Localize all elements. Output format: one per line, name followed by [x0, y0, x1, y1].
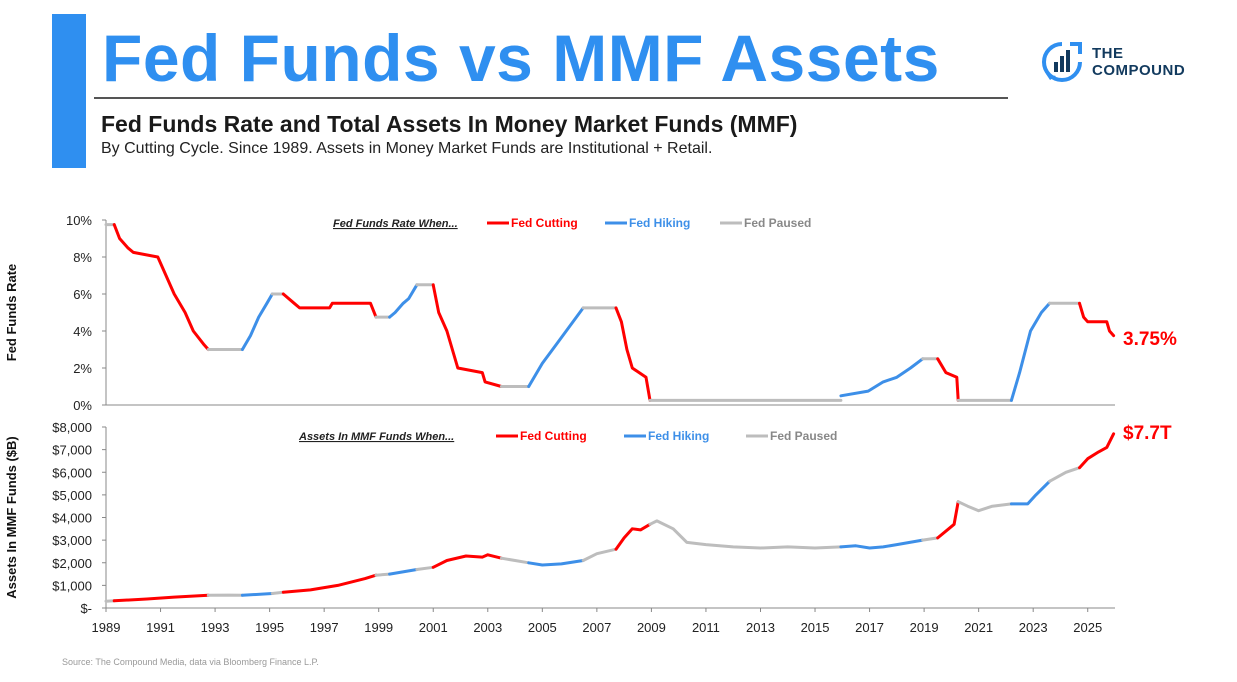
title-divider — [94, 97, 1008, 99]
y-axis-title: Assets In MMF Funds ($B) — [4, 436, 19, 599]
y-tick-label: $7,000 — [52, 443, 92, 458]
x-tick-label: 2005 — [528, 620, 557, 635]
x-tick-label: 1999 — [364, 620, 393, 635]
x-tick-label: 2023 — [1019, 620, 1048, 635]
y-axis-title: Fed Funds Rate — [4, 264, 19, 362]
legend-title: Fed Funds Rate When... — [333, 218, 458, 230]
y-tick-label: $- — [80, 601, 92, 616]
series-line-cutting — [281, 292, 378, 319]
page-title: Fed Funds vs MMF Assets — [102, 21, 940, 95]
x-tick-label: 1995 — [255, 620, 284, 635]
x-tick-label: 2017 — [855, 620, 884, 635]
series-line-paused — [415, 565, 435, 571]
series-line-paused — [499, 556, 531, 565]
x-tick-label: 2007 — [582, 620, 611, 635]
x-tick-label: 2019 — [910, 620, 939, 635]
x-tick-label: 1997 — [310, 620, 339, 635]
y-tick-label: $8,000 — [52, 420, 92, 435]
y-tick-label: 8% — [73, 250, 92, 265]
y-tick-label: $4,000 — [52, 511, 92, 526]
series-line-hiking — [240, 592, 274, 597]
legend-title: Assets In MMF Funds When... — [298, 431, 454, 443]
series-line-hiking — [839, 357, 925, 398]
x-tick-label: 1989 — [92, 620, 121, 635]
source-note: Source: The Compound Media, data via Blo… — [62, 657, 319, 667]
y-tick-label: 6% — [73, 287, 92, 302]
end-value-label: 3.75% — [1123, 329, 1177, 350]
legend-label-hiking: Fed Hiking — [648, 429, 709, 443]
series-line-paused — [270, 590, 285, 595]
y-tick-label: 4% — [73, 324, 92, 339]
series-line-cutting — [614, 306, 652, 402]
y-tick-label: $1,000 — [52, 578, 92, 593]
logo-line-2: COMPOUND — [1092, 62, 1186, 79]
series-line-cutting — [614, 522, 652, 551]
x-tick-label: 2009 — [637, 620, 666, 635]
series-line-paused — [956, 500, 1013, 513]
y-tick-label: $3,000 — [52, 533, 92, 548]
series-line-cutting — [112, 593, 210, 603]
series-line-cutting — [936, 357, 960, 402]
y-tick-label: 2% — [73, 361, 92, 376]
series-line-hiking — [527, 306, 585, 388]
series-line-paused — [648, 519, 843, 550]
series-line-hiking — [1009, 479, 1052, 506]
series-line-paused — [581, 547, 618, 562]
logo-line-1: THE — [1092, 45, 1124, 62]
series-line-hiking — [388, 568, 419, 576]
x-tick-label: 2015 — [801, 620, 830, 635]
series-line-paused — [374, 572, 392, 577]
y-tick-label: 10% — [66, 213, 92, 228]
series-line-cutting — [1078, 301, 1116, 338]
logo-text: THE COMPOUND — [1092, 45, 1185, 79]
end-value-label: $7.7T — [1123, 423, 1172, 444]
y-tick-label: $2,000 — [52, 556, 92, 571]
legend-label-paused: Fed Paused — [770, 429, 837, 443]
legend-label-hiking: Fed Hiking — [629, 216, 690, 230]
accent-bar — [52, 14, 86, 168]
series-line-cutting — [281, 573, 378, 594]
legend-label-paused: Fed Paused — [744, 216, 811, 230]
y-tick-label: $5,000 — [52, 488, 92, 503]
x-tick-label: 2021 — [964, 620, 993, 635]
x-tick-label: 1993 — [201, 620, 230, 635]
x-tick-label: 2003 — [473, 620, 502, 635]
x-tick-label: 1991 — [146, 620, 175, 635]
series-line-cutting — [431, 553, 503, 569]
series-line-hiking — [839, 538, 925, 550]
x-tick-label: 2025 — [1073, 620, 1102, 635]
series-line-cutting — [431, 283, 503, 388]
legend-label-cutting: Fed Cutting — [520, 429, 587, 443]
compound-logo: THE COMPOUND — [1040, 40, 1200, 86]
series-line-cutting — [1078, 432, 1116, 470]
x-tick-label: 2011 — [692, 620, 720, 635]
series-line-hiking — [527, 559, 585, 567]
series-line-cutting — [112, 223, 210, 351]
series-line-paused — [1048, 466, 1081, 483]
series-line-cutting — [936, 500, 960, 540]
legend-label-cutting: Fed Cutting — [511, 216, 578, 230]
compound-logo-icon — [1042, 42, 1082, 82]
chart-note: By Cutting Cycle. Since 1989. Assets in … — [101, 140, 713, 157]
series-line-hiking — [388, 283, 419, 319]
x-tick-label: 2001 — [419, 620, 448, 635]
series-line-paused — [921, 536, 940, 542]
chart-subtitle: Fed Funds Rate and Total Assets In Money… — [101, 111, 798, 137]
x-tick-label: 2013 — [746, 620, 775, 635]
y-tick-label: $6,000 — [52, 465, 92, 480]
series-line-hiking — [240, 292, 274, 351]
series-line-hiking — [1009, 301, 1052, 402]
y-tick-label: 0% — [73, 398, 92, 413]
